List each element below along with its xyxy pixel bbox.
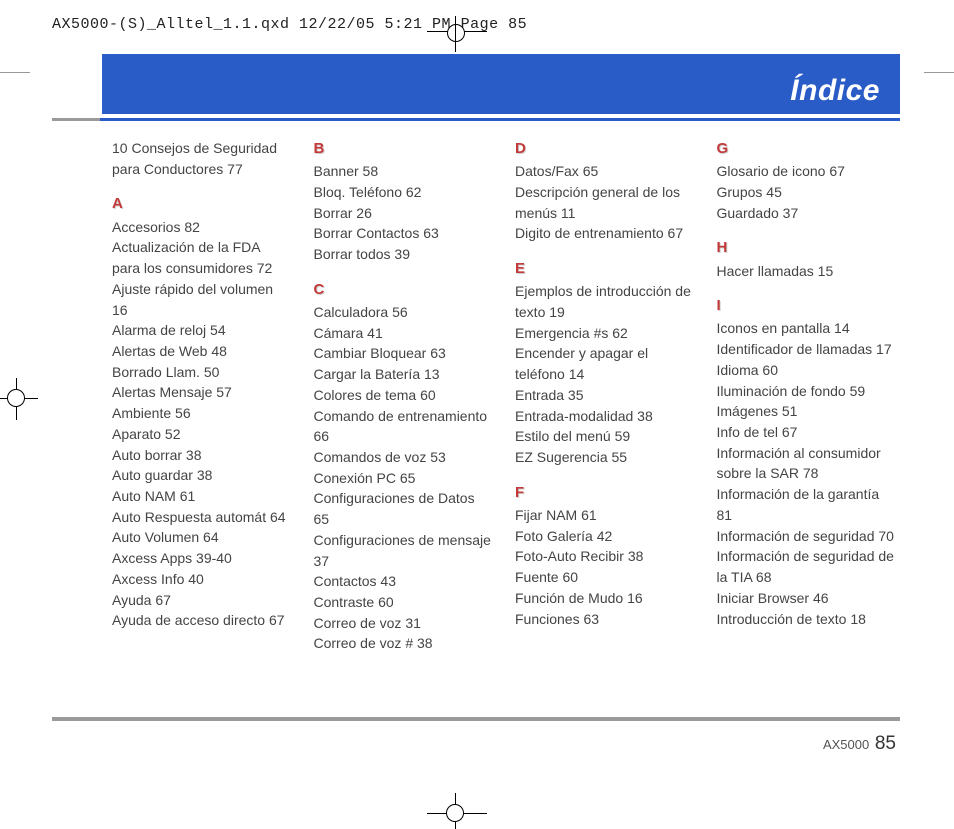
index-entry: Alarma de reloj 54: [112, 320, 290, 341]
index-entry: Colores de tema 60: [314, 385, 492, 406]
index-letter: E: [515, 258, 693, 280]
index-entry: Información de seguridad 70: [717, 526, 895, 547]
index-entry: Fijar NAM 61: [515, 505, 693, 526]
index-columns: 10 Consejos de Seguridad para Conductore…: [112, 138, 894, 679]
index-entry: Identificador de llamadas 17: [717, 339, 895, 360]
index-letter: A: [112, 193, 290, 215]
index-letter: B: [314, 138, 492, 160]
index-entry: Entrada 35: [515, 385, 693, 406]
index-entry: EZ Sugerencia 55: [515, 447, 693, 468]
index-entry: Entrada-modalidad 38: [515, 406, 693, 427]
index-entry: Borrar 26: [314, 203, 492, 224]
index-entry: Foto-Auto Recibir 38: [515, 546, 693, 567]
index-entry: Auto borrar 38: [112, 445, 290, 466]
index-entry: 10 Consejos de Seguridad para Conductore…: [112, 138, 290, 179]
index-entry: Imágenes 51: [717, 401, 895, 422]
index-entry: Axcess Info 40: [112, 569, 290, 590]
index-entry: Función de Mudo 16: [515, 588, 693, 609]
index-letter: H: [717, 237, 895, 259]
header-band: Índice: [102, 54, 900, 114]
index-entry: Información de la garantía 81: [717, 484, 895, 525]
page-number: AX5000 85: [823, 733, 896, 755]
index-entry: Iniciar Browser 46: [717, 588, 895, 609]
index-entry: Ayuda 67: [112, 590, 290, 611]
index-entry: Aparato 52: [112, 424, 290, 445]
index-entry: Información al consumidor sobre la SAR 7…: [717, 443, 895, 484]
index-entry: Configuraciones de Datos 65: [314, 488, 492, 529]
crop-tick-left: [0, 72, 30, 73]
index-entry: Contactos 43: [314, 571, 492, 592]
index-entry: Ejemplos de introducción de texto 19: [515, 281, 693, 322]
index-entry: Bloq. Teléfono 62: [314, 182, 492, 203]
index-letter: F: [515, 482, 693, 504]
index-entry: Ambiente 56: [112, 403, 290, 424]
page-title: Índice: [790, 74, 880, 108]
index-entry: Comando de entrenamiento 66: [314, 406, 492, 447]
index-entry: Emergencia #s 62: [515, 323, 693, 344]
index-entry: Digito de entrenamiento 67: [515, 223, 693, 244]
index-entry: Datos/Fax 65: [515, 161, 693, 182]
header-underline: [52, 118, 900, 121]
header-underline-stub: [52, 118, 100, 121]
index-entry: Ajuste rápido del volumen 16: [112, 279, 290, 320]
index-entry: Cambiar Bloquear 63: [314, 343, 492, 364]
index-column-4: GGlosario de icono 67Grupos 45Guardado 3…: [717, 138, 895, 679]
model-label: AX5000: [823, 737, 869, 752]
index-entry: Auto Volumen 64: [112, 527, 290, 548]
index-entry: Alertas de Web 48: [112, 341, 290, 362]
index-entry: Idioma 60: [717, 360, 895, 381]
index-entry: Descripción general de los menús 11: [515, 182, 693, 223]
registration-mark-top: [445, 22, 467, 44]
index-letter: I: [717, 295, 895, 317]
index-column-3: DDatos/Fax 65Descripción general de los …: [515, 138, 693, 679]
index-entry: Borrado Llam. 50: [112, 362, 290, 383]
index-entry: Información de seguridad de la TIA 68: [717, 546, 895, 587]
index-entry: Auto guardar 38: [112, 465, 290, 486]
index-entry: Correo de voz 31: [314, 613, 492, 634]
index-entry: Grupos 45: [717, 182, 895, 203]
page-number-value: 85: [875, 733, 896, 754]
index-entry: Alertas Mensaje 57: [112, 382, 290, 403]
crop-tick-right: [924, 72, 954, 73]
index-entry: Correo de voz # 38: [314, 633, 492, 654]
index-entry: Borrar Contactos 63: [314, 223, 492, 244]
index-entry: Introducción de texto 18: [717, 609, 895, 630]
index-entry: Iluminación de fondo 59: [717, 381, 895, 402]
index-entry: Cámara 41: [314, 323, 492, 344]
index-entry: Funciones 63: [515, 609, 693, 630]
index-letter: D: [515, 138, 693, 160]
index-entry: Borrar todos 39: [314, 244, 492, 265]
index-entry: Encender y apagar el teléfono 14: [515, 343, 693, 384]
index-entry: Hacer llamadas 15: [717, 261, 895, 282]
index-entry: Conexión PC 65: [314, 468, 492, 489]
index-entry: Contraste 60: [314, 592, 492, 613]
index-letter: C: [314, 279, 492, 301]
index-column-1: 10 Consejos de Seguridad para Conductore…: [112, 138, 290, 679]
index-entry: Comandos de voz 53: [314, 447, 492, 468]
index-entry: Axcess Apps 39-40: [112, 548, 290, 569]
index-entry: Actualización de la FDA para los consumi…: [112, 237, 290, 278]
index-column-2: BBanner 58Bloq. Teléfono 62Borrar 26Borr…: [314, 138, 492, 679]
index-entry: Fuente 60: [515, 567, 693, 588]
index-entry: Cargar la Batería 13: [314, 364, 492, 385]
index-entry: Accesorios 82: [112, 217, 290, 238]
page: AX5000-(S)_Alltel_1.1.qxd 12/22/05 5:21 …: [0, 0, 954, 799]
index-entry: Auto Respuesta automát 64: [112, 507, 290, 528]
index-entry: Estilo del menú 59: [515, 426, 693, 447]
index-entry: Ayuda de acceso directo 67: [112, 610, 290, 631]
index-entry: Foto Galería 42: [515, 526, 693, 547]
index-entry: Banner 58: [314, 161, 492, 182]
index-entry: Configuraciones de mensaje 37: [314, 530, 492, 571]
index-letter: G: [717, 138, 895, 160]
index-entry: Iconos en pantalla 14: [717, 318, 895, 339]
index-entry: Guardado 37: [717, 203, 895, 224]
footer-rule: [52, 717, 900, 721]
index-entry: Info de tel 67: [717, 422, 895, 443]
index-entry: Calculadora 56: [314, 302, 492, 323]
index-entry: Auto NAM 61: [112, 486, 290, 507]
index-entry: Glosario de icono 67: [717, 161, 895, 182]
